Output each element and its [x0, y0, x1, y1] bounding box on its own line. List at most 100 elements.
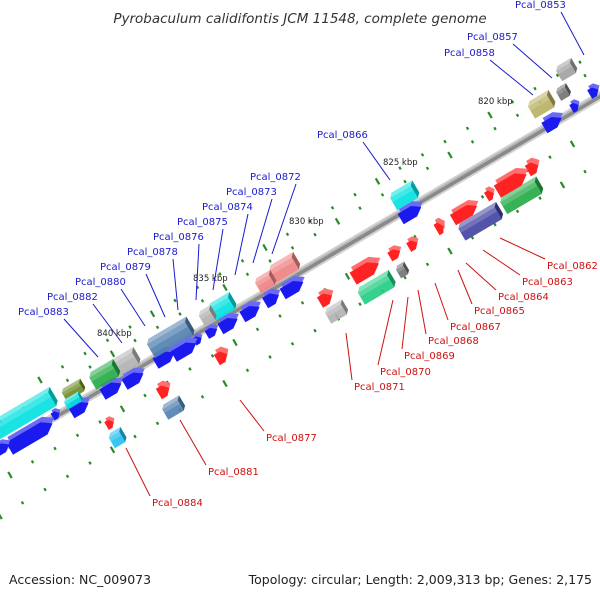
tick-mark [83, 351, 87, 356]
gene-labels: Pcal_0853 Pcal_0857 Pcal_0858 Pcal_0862 Pcal… [18, 0, 598, 509]
tick-mark [425, 262, 430, 267]
tick-mark [109, 446, 116, 454]
gene-label[interactable]: Pcal_0879 [100, 262, 151, 273]
gene-label[interactable]: Pcal_0867 [450, 322, 501, 333]
gene-pcal-0871 [357, 269, 396, 305]
tick-mark [290, 245, 295, 250]
leader-line [239, 399, 265, 432]
gene-arrow [204, 324, 219, 339]
gene-pcal-0863 [493, 167, 529, 198]
gene-label[interactable]: Pcal_0878 [127, 247, 178, 258]
gene-label[interactable]: Pcal_0876 [153, 232, 204, 243]
gene-pcal-0867 [433, 217, 445, 236]
gene-arrow [104, 416, 115, 430]
gene-pcal-0882 [89, 358, 121, 390]
gene-pcal-0857 [556, 83, 571, 101]
gene-label[interactable]: Pcal_0883 [18, 307, 69, 318]
tick-mark [60, 364, 65, 369]
tick-mark [278, 314, 282, 318]
leader-line [195, 243, 200, 301]
gene-pcal-0875 [198, 304, 217, 327]
leader-line [172, 258, 179, 311]
leader-line [362, 141, 391, 181]
leader-line [179, 419, 207, 466]
gene-pcal-0866 [390, 180, 420, 211]
tick-mark [290, 341, 295, 346]
gene-arrow [325, 299, 349, 324]
gene-arrow [279, 276, 305, 300]
tick-mark [7, 471, 13, 479]
tick-mark [222, 283, 228, 292]
leader-line [512, 43, 553, 79]
gene-label[interactable]: Pcal_0866 [317, 130, 368, 141]
kbp-label: 840 kbp [97, 329, 132, 339]
gene-label[interactable]: Pcal_0868 [428, 336, 479, 347]
tick-mark [443, 139, 447, 144]
tick-mark [420, 152, 425, 157]
tick-mark [510, 99, 515, 104]
tick-mark [480, 194, 485, 199]
gene-arrow [5, 416, 54, 455]
leader-line [377, 299, 394, 366]
gene-label[interactable]: Pcal_0875 [177, 217, 228, 228]
gene-label[interactable]: Pcal_0884 [152, 498, 203, 509]
tick-mark [178, 312, 182, 316]
kbp-label: 825 kbp [383, 158, 418, 168]
gene-label[interactable]: Pcal_0864 [498, 292, 549, 303]
gene-label[interactable]: Pcal_0870 [380, 367, 431, 378]
gene-label[interactable]: Pcal_0858 [444, 48, 495, 59]
gene-arrow [0, 439, 11, 456]
tick-mark [515, 209, 520, 214]
tick-mark [65, 378, 70, 383]
tick-mark [143, 393, 147, 398]
kbp-label: 830 kbp [289, 217, 324, 227]
gene-arrow [217, 313, 239, 335]
tick-mark [515, 113, 520, 118]
gene-arrow [541, 112, 563, 134]
gene-pcal-0865 [449, 200, 479, 226]
tick-mark [313, 328, 317, 333]
tick-mark [559, 181, 566, 189]
gene-label[interactable]: Pcal_0865 [474, 306, 525, 317]
gene-label[interactable]: Pcal_0882 [47, 292, 98, 303]
tick-mark [470, 139, 475, 144]
tick-mark [149, 310, 156, 318]
gene-label[interactable]: Pcal_0874 [202, 202, 253, 213]
gene-label[interactable]: Pcal_0863 [522, 277, 573, 288]
tick-mark [240, 258, 245, 263]
gene-label[interactable]: Pcal_0881 [208, 467, 259, 478]
tick-mark [200, 394, 205, 399]
leader-line [234, 213, 249, 276]
gene-label[interactable]: Pcal_0873 [226, 187, 277, 198]
gene-arrow [61, 378, 86, 402]
tick-mark [358, 206, 362, 210]
leader-line [489, 59, 534, 96]
gene-arrow [239, 301, 261, 323]
tick-mark [268, 259, 272, 263]
gene-pcal-0868 [406, 236, 419, 252]
gene-arrow [50, 408, 61, 421]
gene-label[interactable]: Pcal_0877 [266, 433, 317, 444]
tick-mark [380, 192, 385, 197]
leader-line [125, 447, 151, 497]
leader-line [465, 262, 497, 291]
accession-text: Accession: NC_009073 [9, 572, 152, 587]
tick-mark [398, 166, 402, 170]
gene-label[interactable]: Pcal_0857 [467, 32, 518, 43]
tick-mark [88, 461, 92, 465]
gene-label[interactable]: Pcal_0871 [354, 382, 405, 393]
gene-label[interactable]: Pcal_0853 [515, 0, 566, 11]
gene-pcal-0872 [269, 251, 301, 283]
gene-label[interactable]: Pcal_0862 [547, 261, 598, 272]
tick-mark [555, 73, 560, 78]
genome-backbone [0, 90, 600, 455]
tick-mark [0, 512, 3, 520]
tick-mark [119, 405, 126, 413]
gene-label[interactable]: Pcal_0872 [250, 172, 301, 183]
leader-line [120, 288, 146, 327]
gene-label[interactable]: Pcal_0880 [75, 277, 126, 288]
gene-pcal-0869 [396, 261, 410, 279]
gene-label[interactable]: Pcal_0869 [404, 351, 455, 362]
tick-mark [53, 446, 57, 451]
gene-pcal-0877 [213, 346, 229, 366]
